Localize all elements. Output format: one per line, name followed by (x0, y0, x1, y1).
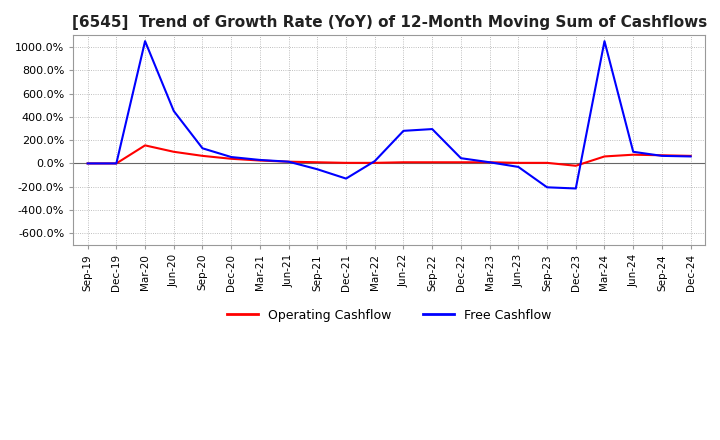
Legend: Operating Cashflow, Free Cashflow: Operating Cashflow, Free Cashflow (222, 304, 557, 327)
Title: [6545]  Trend of Growth Rate (YoY) of 12-Month Moving Sum of Cashflows: [6545] Trend of Growth Rate (YoY) of 12-… (71, 15, 707, 30)
